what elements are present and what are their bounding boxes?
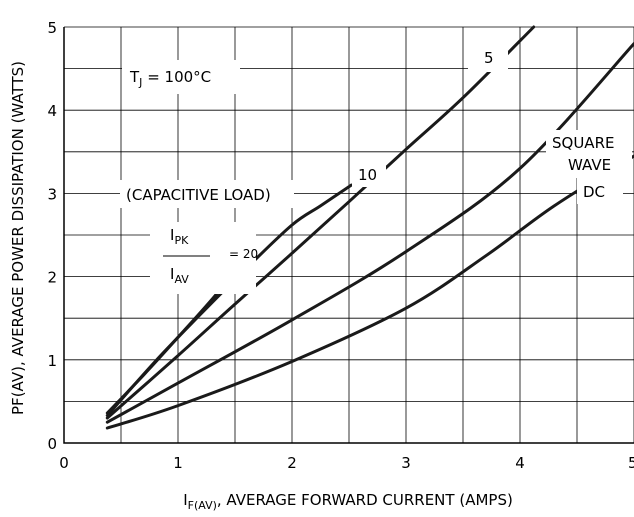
y-axis-title-sub: F(AV) (9, 366, 27, 406)
y-axis-title-main: P (9, 406, 27, 415)
x-axis-title-main: I (183, 491, 187, 509)
x-tick-label: 0 (59, 454, 69, 472)
y-tick-label: 0 (47, 435, 57, 453)
series-line-dc (105, 154, 634, 430)
y-axis-title: PF(AV), AVERAGE POWER DISSIPATION (WATTS… (9, 61, 27, 415)
y-tick-label: 3 (47, 185, 57, 203)
x-tick-label: 5 (628, 454, 634, 472)
x-tick-label: 3 (401, 454, 411, 472)
x-axis-title: IF(AV), AVERAGE FORWARD CURRENT (AMPS) (183, 491, 513, 512)
capacitive-load-label: (CAPACITIVE LOAD) (126, 186, 271, 204)
curve-label-5: 5 (484, 49, 494, 67)
ipk-label: IPK (170, 226, 189, 247)
annotations: TJ = 100°C 5 10 SQUARE WAVE DC (CAPACITI… (120, 42, 632, 294)
tick-labels: 0 1 2 3 4 5 0 1 2 3 4 5 (47, 19, 634, 472)
y-tick-label: 2 (47, 269, 57, 287)
x-tick-label: 1 (173, 454, 183, 472)
ratio-label: = 20 (229, 247, 258, 261)
iav-label: IAV (170, 265, 189, 286)
x-tick-label: 2 (287, 454, 297, 472)
x-axis-title-rest: , AVERAGE FORWARD CURRENT (AMPS) (217, 491, 513, 509)
x-axis-title-sub: F(AV) (188, 499, 217, 512)
y-tick-label: 5 (47, 19, 57, 37)
series-line-10 (105, 183, 353, 417)
tj-annotation: TJ = 100°C (129, 68, 211, 89)
y-tick-label: 1 (47, 352, 57, 370)
y-axis-title-rest: , AVERAGE POWER DISSIPATION (WATTS) (9, 61, 27, 366)
series-line-5 (105, 25, 536, 420)
axes (63, 27, 634, 444)
dc-label: DC (583, 183, 605, 201)
x-tick-label: 4 (515, 454, 525, 472)
wave-label: WAVE (568, 156, 611, 174)
square-label: SQUARE (552, 134, 614, 152)
curve-label-10: 10 (358, 166, 377, 184)
y-tick-label: 4 (47, 102, 57, 120)
